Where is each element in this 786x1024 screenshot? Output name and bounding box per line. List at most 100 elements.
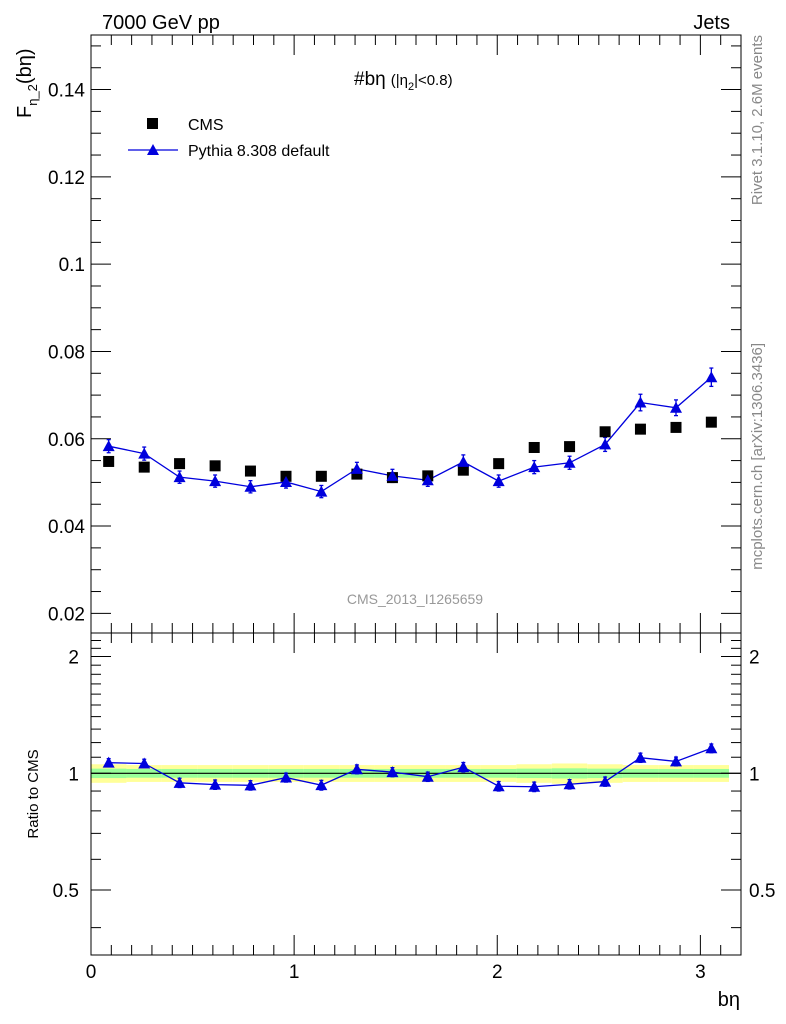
main-y-tick-label: 0.12 [48,168,85,189]
title-open: (|η [391,72,408,89]
pythia-point [492,475,505,487]
ratio-y-tick-label: 1 [68,764,79,785]
pythia-point [563,456,576,468]
x-tick-label: 1 [289,962,300,983]
main-y-axis-label: Fη_2(bη) [14,49,40,119]
main-y-tick-label: 0.04 [48,517,85,538]
pythia-point [173,471,186,483]
pythia-point [280,475,292,487]
pythia-point [209,475,222,487]
pythia-series-markers [102,371,718,497]
cms-point [138,461,150,473]
ratio-y-tick-label-right: 0.5 [749,881,775,902]
ratio-point [244,779,257,791]
legend-label-cms: CMS [188,117,224,134]
side-label-rivet: Rivet 3.1.10, 2.6M events [749,35,766,205]
pythia-point [528,461,541,473]
ratio-point [634,751,647,763]
main-y-tick-label: 0.02 [48,604,85,625]
cms-point [209,460,221,472]
ratio-point [173,776,186,788]
cms-point [244,465,256,477]
ratio-point [563,778,576,790]
ratio-point [599,775,612,787]
ratio-y-axis-label: Ratio to CMS [25,749,42,838]
legend-marker-cms [147,118,158,129]
legend-label-pythia: Pythia 8.308 default [188,143,330,160]
cms-point [351,468,363,480]
x-tick-label: 3 [695,962,706,983]
ratio-series-line [108,747,712,788]
legend: CMS Pythia 8.308 default [128,117,330,160]
pythia-point [386,469,399,481]
ylabel-main: F [14,106,36,118]
cms-series-markers [103,416,717,484]
x-tick-labels: 0 1 2 3 [86,962,706,983]
title-sub: 2 [408,81,414,93]
pythia-point [705,371,718,383]
ratio-series-markers [102,742,718,792]
main-x-ticks [90,35,742,633]
pythia-point [634,396,647,408]
pythia-point [421,474,434,486]
title-close: |<0.8) [414,72,453,89]
cms-point [634,423,646,435]
ratio-y-ticks: 0.5 0.5 1 1 2 2 [53,639,775,929]
ratio-point [280,771,292,783]
title-main: #bη [354,69,386,90]
ratio-panel-frame [90,632,742,956]
x-tick-label: 2 [492,962,503,983]
pythia-point [315,485,328,497]
ratio-y-tick-label: 0.5 [53,881,79,902]
ratio-point [421,770,434,782]
ratio-point [386,766,399,778]
ratio-x-ticks [90,633,742,955]
pythia-point [670,401,682,413]
ratio-panel: 0.5 0.5 1 1 2 2 [53,632,775,956]
ylabel-sub: η_2 [25,84,40,106]
main-y-tick-label: 0.08 [48,342,85,363]
cms-point [528,441,540,453]
cms-point [493,458,505,470]
ratio-y-tick-label-right: 2 [749,648,760,669]
cms-point [599,426,611,438]
pythia-point [138,447,151,459]
ratio-y-tick-label: 2 [68,648,79,669]
cms-point [705,416,717,428]
main-y-tick-label: 0.14 [48,81,85,102]
ylabel-rest: (bη) [14,49,36,85]
header-energy-label: 7000 GeV pp [102,12,220,34]
ratio-point [138,757,151,769]
legend-marker-pythia [147,144,159,155]
main-panel: 0.02 0.04 0.06 0.08 0.1 0.12 0.14 #bη (|η2|<0.8… [48,34,742,634]
ratio-y-tick-label-right: 1 [749,764,760,785]
main-y-tick-label: 0.1 [59,255,85,276]
ratio-point [705,742,718,754]
ratio-point [315,779,328,791]
main-title: #bη (|η2|<0.8) [354,69,453,93]
pythia-point [457,455,470,467]
side-label-mcplots: mcplots.cern.ch [arXiv:1306.3436] [749,343,766,570]
header-process-label: Jets [693,12,730,34]
cms-point [457,464,469,476]
pythia-point [599,438,612,450]
cms-point [564,441,576,453]
pythia-point [244,480,257,492]
main-y-ticks: 0.02 0.04 0.06 0.08 0.1 0.12 0.14 [48,45,741,625]
pythia-point [350,462,363,474]
cms-point [670,421,682,433]
ratio-point [670,755,682,767]
ratio-point [102,756,115,768]
ratio-point [528,780,541,792]
analysis-watermark: CMS_2013_I1265659 [347,591,483,607]
ratio-point [350,763,363,775]
main-y-tick-label: 0.06 [48,430,85,451]
x-tick-label: 0 [86,962,97,983]
cms-point [103,455,115,467]
cms-point [174,458,186,470]
ratio-point [209,778,222,790]
ratio-point [457,761,470,773]
cms-point [315,470,327,482]
pythia-series-line [108,376,712,493]
